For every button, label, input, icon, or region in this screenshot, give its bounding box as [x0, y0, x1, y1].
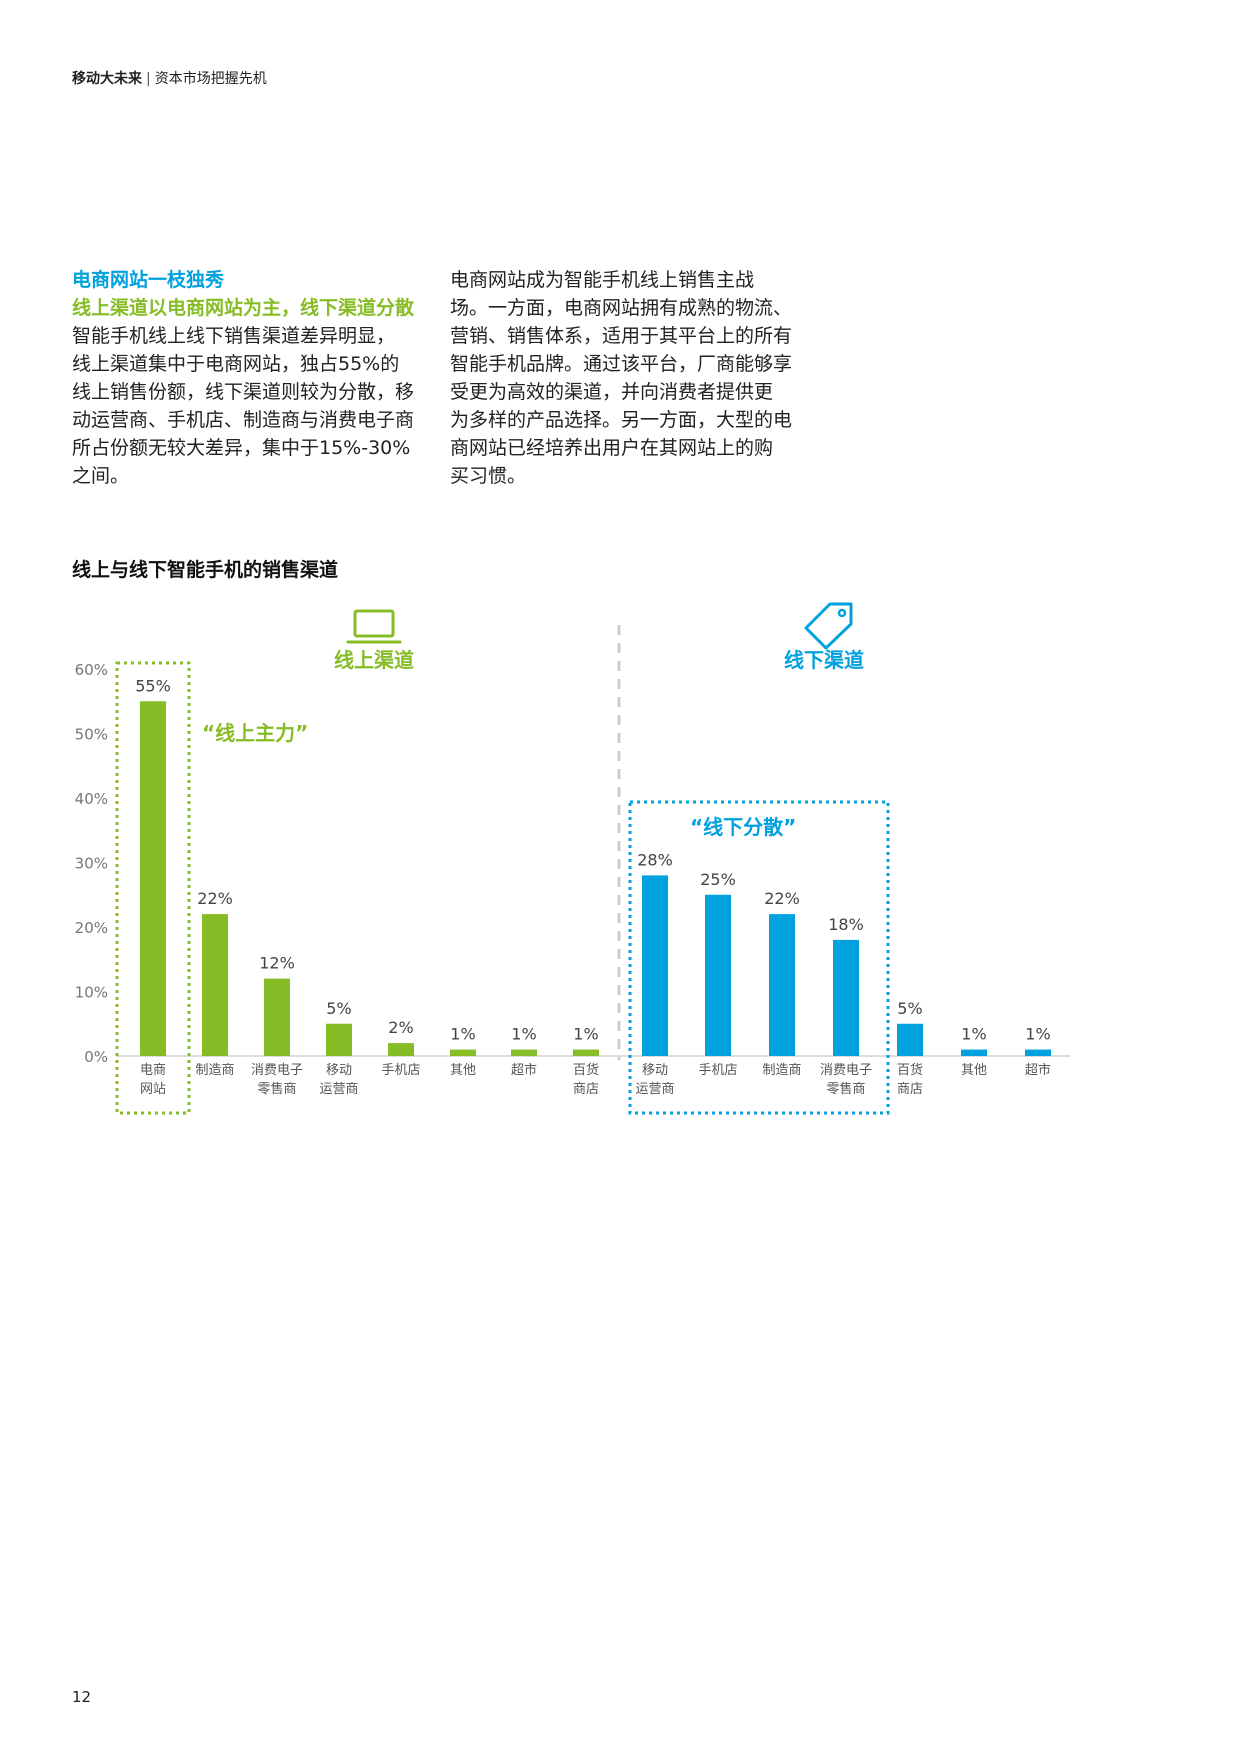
offline-channel-label: 线下渠道	[784, 648, 864, 672]
price-tag-hole	[837, 608, 847, 618]
header-separator: |	[146, 71, 151, 87]
online-channel-label: 线上渠道	[334, 648, 414, 672]
category-label: 超市	[1025, 1062, 1051, 1078]
data-label: 22%	[764, 889, 800, 908]
bar	[897, 1023, 923, 1056]
y-tick-label: 40%	[75, 790, 108, 808]
right-text-column: 电商网站成为智能手机线上销售主战 场。一方面，电商网站拥有成熟的物流、 营销、销…	[450, 266, 800, 490]
category-label: 百货	[573, 1062, 599, 1078]
category-label: 零售商	[826, 1081, 865, 1097]
data-label: 2%	[388, 1018, 413, 1037]
text-line: 电商网站成为智能手机线上销售主战	[450, 269, 755, 291]
offline-callout: “线下分散”	[690, 815, 796, 839]
header-brand: 移动大未来	[72, 71, 142, 87]
bar	[326, 1023, 352, 1056]
category-label: 电商	[140, 1063, 166, 1078]
data-label: 25%	[700, 870, 736, 889]
y-tick-label: 10%	[75, 984, 108, 1002]
bar	[705, 894, 731, 1056]
text-line: 为多样的产品选择。另一方面，大型的电	[450, 409, 793, 431]
section-heading: 电商网站一枝独秀	[72, 269, 225, 291]
left-text-column: 电商网站一枝独秀 线上渠道以电商网站为主，线下渠道分散 智能手机线上线下销售渠道…	[72, 266, 422, 490]
data-label: 12%	[259, 954, 295, 973]
page-number: 12	[72, 1688, 92, 1706]
y-tick-label: 30%	[75, 855, 108, 873]
text-line: 线上渠道集中于电商网站，独占55%的	[72, 353, 400, 375]
y-tick-label: 0%	[84, 1048, 108, 1066]
data-label: 18%	[828, 915, 864, 934]
laptop-icon	[353, 609, 395, 638]
online-highlight-box	[115, 661, 191, 1115]
data-label: 1%	[961, 1025, 986, 1044]
category-label: 手机店	[381, 1063, 420, 1078]
price-tag-icon	[804, 602, 853, 650]
header-subtitle: 资本市场把握先机	[154, 71, 267, 87]
category-label: 制造商	[195, 1063, 234, 1078]
left-paragraph: 智能手机线上线下销售渠道差异明显， 线上渠道集中于电商网站，独占55%的 线上销…	[72, 322, 422, 490]
right-paragraph: 电商网站成为智能手机线上销售主战 场。一方面，电商网站拥有成熟的物流、 营销、销…	[450, 266, 800, 490]
bar	[1025, 1049, 1051, 1056]
text-line: 智能手机品牌。通过该平台，厂商能够享	[450, 353, 793, 375]
category-label: 消费电子	[251, 1063, 303, 1078]
category-label: 移动	[642, 1063, 668, 1078]
bar	[961, 1049, 987, 1056]
data-label: 55%	[135, 676, 171, 695]
text-line: 动运营商、手机店、制造商与消费电子商	[72, 409, 415, 431]
data-label: 5%	[897, 999, 922, 1018]
bar	[140, 701, 166, 1056]
data-label: 1%	[450, 1025, 475, 1044]
category-label: 超市	[511, 1062, 537, 1078]
y-tick-label: 50%	[75, 726, 108, 744]
bar	[769, 914, 795, 1056]
bar	[511, 1049, 537, 1056]
category-label: 运营商	[319, 1082, 358, 1097]
data-label: 22%	[197, 889, 233, 908]
section-subheading: 线上渠道以电商网站为主，线下渠道分散	[72, 297, 415, 319]
category-label: 网站	[140, 1082, 166, 1097]
y-tick-label: 60%	[75, 661, 108, 679]
category-label: 商店	[897, 1082, 923, 1097]
bar	[450, 1049, 476, 1056]
text-line: 智能手机线上线下销售渠道差异明显，	[72, 325, 396, 347]
text-line: 线上销售份额，线下渠道则较为分散，移	[72, 381, 415, 403]
bar	[833, 939, 859, 1056]
category-label: 制造商	[762, 1063, 801, 1078]
y-tick-label: 20%	[75, 919, 108, 937]
bar	[264, 978, 290, 1056]
category-label: 其他	[450, 1063, 476, 1078]
category-label: 商店	[573, 1082, 599, 1097]
category-label: 零售商	[257, 1081, 296, 1097]
page-header: 移动大未来 | 资本市场把握先机	[72, 68, 267, 88]
bar	[573, 1049, 599, 1056]
text-line: 场。一方面，电商网站拥有成熟的物流、	[450, 297, 793, 319]
category-label: 手机店	[698, 1063, 737, 1078]
offline-highlight-box	[628, 800, 890, 1115]
text-line: 所占份额无较大差异，集中于15%-30%	[72, 437, 411, 459]
data-label: 1%	[573, 1025, 598, 1044]
data-label: 1%	[511, 1025, 536, 1044]
text-line: 营销、销售体系，适用于其平台上的所有	[450, 325, 793, 347]
text-line: 买习惯。	[450, 465, 527, 487]
text-line: 商网站已经培养出用户在其网站上的购	[450, 437, 774, 459]
category-label: 消费电子	[820, 1063, 872, 1078]
category-label: 百货	[897, 1062, 923, 1078]
online-callout: “线上主力”	[202, 721, 308, 745]
data-label: 1%	[1025, 1025, 1050, 1044]
data-label: 28%	[637, 850, 673, 869]
text-line: 受更为高效的渠道，并向消费者提供更	[450, 381, 774, 403]
chart-title: 线上与线下智能手机的销售渠道	[72, 559, 339, 581]
bar	[642, 875, 668, 1056]
bar	[202, 914, 228, 1056]
category-label: 其他	[961, 1063, 987, 1078]
category-label: 运营商	[635, 1082, 674, 1097]
category-label: 移动	[326, 1063, 352, 1078]
data-label: 5%	[326, 999, 351, 1018]
bar	[388, 1043, 414, 1056]
text-line: 之间。	[72, 465, 130, 487]
